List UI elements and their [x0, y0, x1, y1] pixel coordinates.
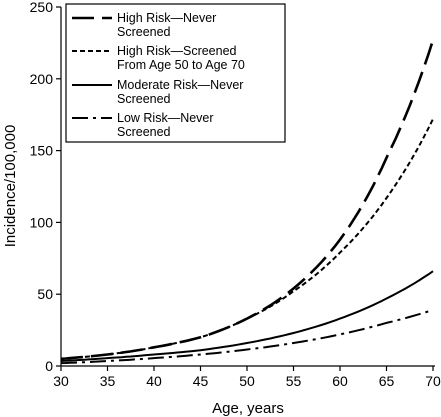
- axes: 0 50 100 150 200 250 30 35 40 45 50 55 60 65 70: [30, 0, 441, 389]
- x-tick-label: 65: [379, 373, 395, 389]
- series-line-4: [60, 309, 434, 365]
- x-tick-label: 45: [193, 373, 209, 389]
- x-tick-label: 50: [239, 373, 255, 389]
- legend-label-1: High Risk—Never: [117, 11, 216, 25]
- legend-label-4: Screened: [117, 125, 171, 139]
- legend-label-2: High Risk—Screened: [117, 44, 237, 58]
- y-tick-label: 100: [30, 214, 54, 230]
- x-tick-label: 40: [146, 373, 162, 389]
- series-line-3: [60, 270, 434, 362]
- series-line-1: [60, 39, 435, 361]
- x-tick-label: 55: [286, 373, 302, 389]
- y-axis-title: Incidence/100,000: [2, 125, 19, 248]
- legend-label-2: From Age 50 to Age 70: [117, 58, 245, 72]
- series-group: [60, 39, 435, 365]
- series-line-2: [60, 118, 434, 360]
- y-tick-label: 0: [45, 358, 53, 374]
- x-tick-label: 30: [53, 373, 69, 389]
- y-tick-label: 200: [30, 71, 54, 87]
- x-axis-title: Age, years: [212, 400, 284, 417]
- y-tick-label: 50: [37, 286, 53, 302]
- x-tick-label: 35: [100, 373, 116, 389]
- x-tick-label: 60: [332, 373, 348, 389]
- legend-label-1: Screened: [117, 25, 171, 39]
- legend-label-4: Low Risk—Never: [117, 111, 214, 125]
- x-tick-label: 70: [425, 373, 441, 389]
- y-tick-label: 150: [30, 143, 54, 159]
- y-tick-label: 250: [30, 0, 54, 15]
- legend-label-3: Screened: [117, 92, 171, 106]
- legend-label-3: Moderate Risk—Never: [117, 78, 243, 92]
